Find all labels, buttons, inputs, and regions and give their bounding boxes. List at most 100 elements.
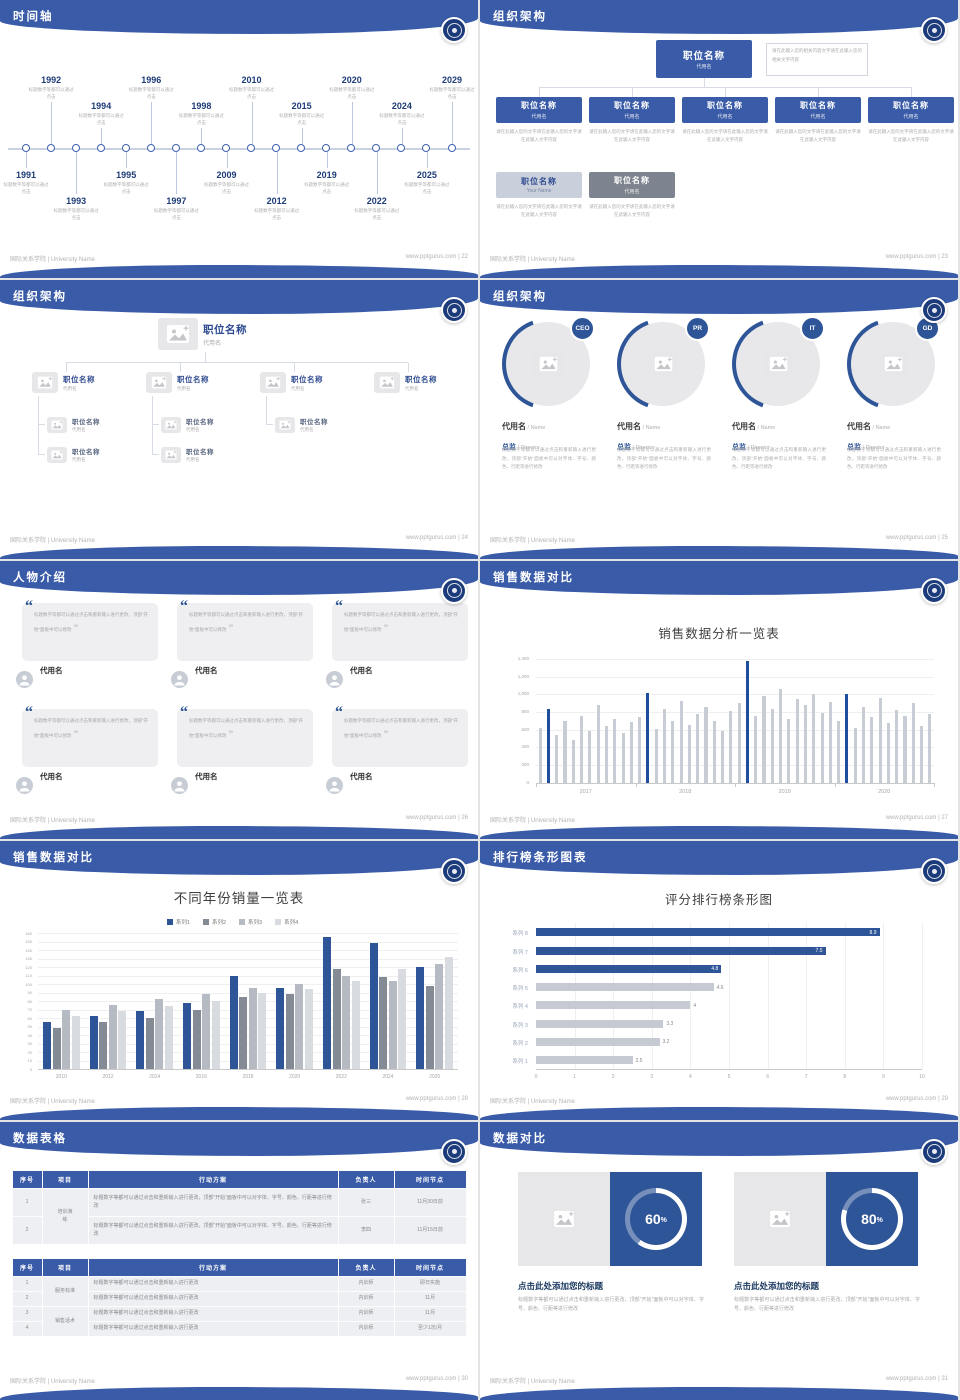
connector-line [266, 396, 267, 425]
chart-bar [323, 937, 332, 1070]
avatar-icon [16, 776, 33, 794]
footer-site-page: www.pptgurus.com | 25 [885, 534, 948, 541]
column-header: 时间节点 [393, 1257, 467, 1277]
chart-legend: 系列1 系列2 系列3 系列4 [8, 913, 470, 931]
x-axis-label: 2010 [55, 1074, 67, 1081]
chart-bar [258, 992, 267, 1070]
connector-line [38, 396, 39, 455]
chart-bar [145, 1018, 154, 1070]
university-logo-icon [441, 858, 467, 885]
chart-bar [304, 989, 313, 1070]
slide-thumbnail-28-sales-chart[interactable]: 销售数据对比 不同年份销量一览表 系列1 系列2 系列3 系列4 0 10 20 30 40 50 6… [0, 841, 478, 1120]
timeline-node [372, 143, 381, 152]
footer-school: 国际关系学院 | University Name [490, 257, 575, 264]
table-row: 1 服务标准 标题数字等都可以通过点击和重新输入进行更改 内训师 即日实施 [11, 1275, 467, 1307]
chart-bar [687, 725, 691, 783]
table-row: 1 培训演练 标题数字等都可以通过点击和重新输入进行更改，顶部“开始”面板中可以对字… [11, 1187, 467, 1245]
percent-box: 60% [610, 1171, 702, 1266]
quote-icon: “ [25, 597, 33, 615]
chart-bar [845, 694, 849, 783]
slide-thumbnail-26-people[interactable]: 人物介绍 标题数字等都可以通过点击和重新输入进行更改，顶部“开始”面板中可以修改… [0, 560, 478, 840]
bottom-band [0, 1106, 478, 1120]
timeline-node [297, 143, 306, 152]
legend-label: 系列3 [248, 919, 263, 926]
member-desc: 标题数字等都可以通过点击和重新输入进行更改，顶部“开始”面板中可以对字体、字号、… [502, 447, 596, 470]
connector-line [632, 88, 633, 97]
bottom-band [0, 265, 478, 279]
legend-swatch [202, 918, 209, 925]
footer-school: 国际关系学院 | University Name [10, 1378, 95, 1385]
chart-bar [696, 713, 700, 783]
timeline-year: 2022 [366, 196, 387, 206]
slide-thumbnail-30-tables[interactable]: 数据表格 序号 项目 行动方案 负责人 时间节点 1 培训演练 标题数字等都可以通过点击和重新… [0, 1121, 478, 1400]
percent-box: 80% [826, 1171, 918, 1266]
slide-thumbnail-23-org-chart[interactable]: 组织架构 职位名称 代用名 请在此输入您的相关内容文字请在此输入您的相关文字内容 职位… [480, 0, 958, 279]
org-box: 职位名称 代用名 [496, 97, 582, 123]
timeline-entry: 1996 标题数字等都可以通过点击 [125, 75, 177, 101]
page-number: 26 [461, 815, 468, 822]
person-name: 代用名 [350, 771, 373, 781]
timeline-year: 1996 [141, 74, 162, 85]
bottom-band [0, 826, 478, 840]
member-role: 总监 [732, 444, 746, 452]
table-header-row: 序号 项目 行动方案 负责人 时间节点 [11, 1169, 467, 1189]
org-child: 职位名称 代用名 [146, 372, 209, 394]
donut-chart: 80% [841, 1187, 903, 1250]
page-number: 29 [941, 1095, 948, 1102]
university-logo-icon [921, 1138, 947, 1165]
slide-content: 职位名称 代用名 请在此输入您的相关内容文字请在此输入您的相关文字内容 职位名称 代用名… [488, 36, 954, 254]
avatar [16, 776, 33, 794]
timeline-entry: 2029 标题数字等都可以通过点击 [426, 75, 478, 101]
bottom-band [0, 545, 478, 559]
slide-thumbnail-27-sales-chart[interactable]: 销售数据对比 销售数据分析一览表 0 200 400 600 800 1,000 1,200 1… [480, 560, 958, 840]
avatar [326, 670, 343, 688]
quote-icon: “ [25, 703, 33, 721]
slide-thumbnail-22-timeline[interactable]: 时间轴 1991 标题数字等都可以通过点击 1992 标题数字等都可以通过点击 1993… [0, 0, 478, 279]
timeline-entry: 2012 标题数字等都可以通过点击 [251, 196, 303, 222]
connector-line [152, 424, 159, 426]
person-card: 标题数字等都可以通过点击和重新输入进行更改，顶部“开始”面板中可以修改 ” [177, 602, 313, 661]
connector-line [38, 454, 45, 456]
chart-bar [351, 980, 360, 1070]
table-row: 3 销售话术 标题数字等都可以通过点击和重新输入进行更改 内训师 11月 [11, 1305, 467, 1337]
slide-header [480, 1121, 958, 1156]
chart-bar [787, 719, 791, 783]
chart-bar [629, 721, 633, 783]
university-logo-icon [921, 577, 947, 604]
timeline-entry: 2020 标题数字等都可以通过点击 [326, 75, 378, 101]
chart-bar [820, 713, 824, 783]
chart-bar [580, 715, 584, 783]
chart-bar [712, 720, 716, 783]
footer-site-page: www.pptgurus.com | 24 [405, 534, 468, 541]
slide-footer: 国际关系学院 | University Name www.pptgurus.com… [490, 535, 948, 544]
member-desc: 标题数字等都可以通过点击和重新输入进行更改，顶部“开始”面板中可以对字体、字号、… [847, 447, 941, 470]
image-placeholder-icon [32, 372, 58, 394]
chart-bar [536, 1019, 664, 1028]
panel-heading: 点击此处添加您的标题 [518, 1280, 604, 1291]
legend-swatch [166, 918, 173, 925]
column-header: 负责人 [337, 1169, 395, 1189]
chart-bar [555, 735, 559, 783]
chart-bar [770, 708, 774, 783]
university-logo-icon [441, 17, 467, 43]
org-box: 职位名称 代用名 [656, 40, 752, 78]
chart-title: 评分排行榜条形图 [664, 893, 773, 908]
value-label: 8.9 [869, 929, 877, 936]
chart-bar [43, 1022, 52, 1070]
footer-school: 国际关系学院 | University Name [10, 818, 95, 825]
donut-chart: 60% [625, 1187, 687, 1250]
university-logo-icon [441, 1138, 467, 1165]
chart-bar [588, 730, 592, 783]
x-axis-label: 2020 [289, 1074, 301, 1081]
slide-thumbnail-25-org-chart[interactable]: 组织架构 CEO 代用名 / Name 总监 / Director 标题数字等都可以通… [480, 280, 958, 559]
avatar-icon [171, 776, 188, 794]
chart-bar [704, 706, 708, 783]
person-name: 代用名 [195, 771, 218, 781]
bottom-band [480, 545, 958, 559]
slide-thumbnail-24-org-chart[interactable]: 组织架构 职位名称 代用名 职位名称 代用名 职位名称 代用名 职位名称 代用名 职位名称 代用名… [0, 280, 478, 559]
legend-label: 系列1 [175, 919, 190, 926]
chart-title: 不同年份销量一览表 [173, 891, 305, 907]
slide-thumbnail-31-data-compare[interactable]: 数据对比 60% 点击此处添加您的标题 标题数字等都可以通过点击和重新输入进行更改，… [480, 1121, 958, 1400]
